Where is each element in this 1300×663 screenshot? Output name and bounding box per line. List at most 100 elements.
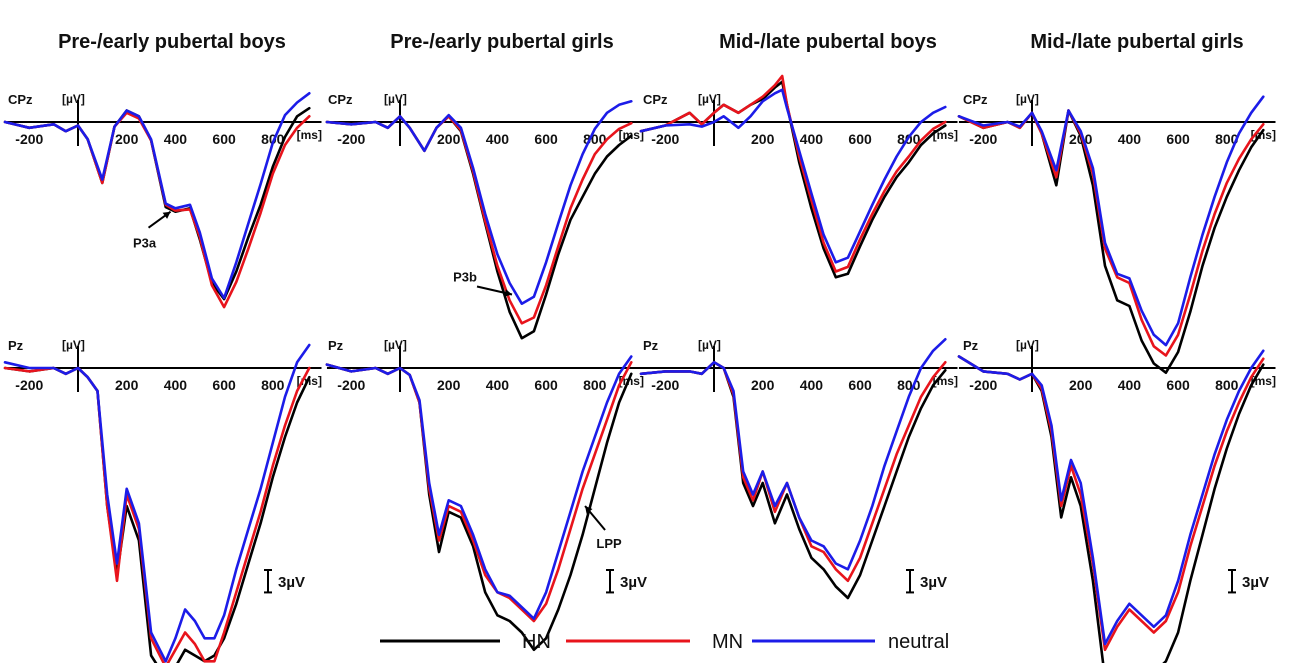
y-unit-label: [µV] bbox=[698, 92, 721, 106]
x-tick-label: 600 bbox=[1166, 377, 1190, 393]
x-tick-label: 800 bbox=[583, 377, 607, 393]
x-tick-label: 400 bbox=[164, 131, 188, 147]
y-unit-label: [µV] bbox=[1016, 338, 1039, 352]
y-unit-label: [µV] bbox=[1016, 92, 1039, 106]
column-title: Mid-/late pubertal girls bbox=[1030, 31, 1243, 53]
trace-neutral bbox=[3, 92, 311, 300]
scale-bar-label: 3µV bbox=[278, 574, 305, 591]
annotation-label: P3b bbox=[453, 270, 477, 285]
trace-neutral bbox=[639, 88, 947, 264]
channel-label: CPz bbox=[8, 92, 33, 107]
x-tick-label: 800 bbox=[261, 377, 285, 393]
annotation-arrowhead bbox=[504, 289, 513, 297]
x-tick-label: 600 bbox=[1166, 131, 1190, 147]
x-tick-label: 400 bbox=[164, 377, 188, 393]
channel-label: CPz bbox=[963, 92, 988, 107]
erp-panel-pz-3: Pz [µV]-200 200 400 600 800 [ms]3µV bbox=[639, 338, 958, 600]
trace-neutral bbox=[639, 338, 947, 571]
x-tick-label: 200 bbox=[751, 377, 775, 393]
trace-neutral bbox=[325, 100, 633, 305]
channel-label: CPz bbox=[643, 92, 668, 107]
x-tick-label: -200 bbox=[651, 131, 679, 147]
trace-neutral bbox=[957, 349, 1265, 646]
x-tick-label: 200 bbox=[1069, 377, 1093, 393]
erp-panel-cpz-3: CPz [µV]-200 200 400 600 800 [ms] bbox=[639, 74, 958, 279]
trace-mn bbox=[325, 361, 633, 623]
annotation-arrowhead bbox=[162, 211, 171, 219]
x-tick-label: -200 bbox=[337, 131, 365, 147]
annotation-arrowhead bbox=[585, 506, 593, 514]
channel-label: CPz bbox=[328, 92, 353, 107]
x-tick-label: -200 bbox=[15, 377, 43, 393]
legend-label-hn: HN bbox=[522, 631, 551, 653]
x-tick-label: -200 bbox=[337, 377, 365, 393]
x-unit-label: [ms] bbox=[619, 374, 644, 388]
erp-panel-pz-4: Pz [µV]-200 200 400 600 800 [ms]3µV bbox=[957, 338, 1276, 663]
trace-hn bbox=[3, 366, 311, 663]
trace-neutral bbox=[3, 343, 311, 663]
erp-panel-cpz-2: CPz [µV]-200 200 400 600 800 [ms]P3b bbox=[325, 92, 644, 340]
legend-label-mn: MN bbox=[712, 631, 743, 653]
annotation-label: P3a bbox=[133, 236, 157, 251]
legend-label-neutral: neutral bbox=[888, 631, 949, 653]
annotation-label: LPP bbox=[596, 536, 622, 551]
x-tick-label: 400 bbox=[800, 377, 824, 393]
column-title: Mid-/late pubertal boys bbox=[719, 31, 937, 53]
x-tick-label: 800 bbox=[261, 131, 285, 147]
x-tick-label: 200 bbox=[115, 131, 139, 147]
trace-hn bbox=[957, 355, 1265, 663]
column-title: Pre-/early pubertal boys bbox=[58, 31, 286, 53]
x-tick-label: -200 bbox=[15, 131, 43, 147]
trace-mn bbox=[957, 355, 1265, 652]
x-tick-label: 400 bbox=[1118, 377, 1142, 393]
x-tick-label: 400 bbox=[800, 131, 824, 147]
x-tick-label: 200 bbox=[115, 377, 139, 393]
x-unit-label: [ms] bbox=[297, 128, 322, 142]
x-tick-label: 200 bbox=[751, 131, 775, 147]
column-title: Pre-/early pubertal girls bbox=[390, 31, 613, 53]
erp-panel-cpz-1: CPz [µV] -200 200 400 600 800 [ms] P3a bbox=[3, 92, 322, 309]
x-tick-label: 200 bbox=[437, 377, 461, 393]
erp-panel-cpz-4: CPz [µV]-200 200 400 600 800 [ms] bbox=[957, 92, 1276, 374]
x-tick-label: 800 bbox=[1215, 377, 1239, 393]
x-tick-label: 600 bbox=[848, 131, 872, 147]
x-tick-label: 400 bbox=[486, 131, 510, 147]
scale-bar-label: 3µV bbox=[620, 574, 647, 591]
x-tick-label: 600 bbox=[848, 377, 872, 393]
channel-label: Pz bbox=[328, 338, 344, 353]
x-tick-label: -200 bbox=[969, 377, 997, 393]
x-unit-label: [ms] bbox=[933, 128, 958, 142]
scale-bar-label: 3µV bbox=[1242, 574, 1269, 591]
trace-neutral bbox=[957, 95, 1265, 347]
x-tick-label: 600 bbox=[534, 377, 558, 393]
y-unit-label: [µV] bbox=[62, 92, 85, 106]
erp-panel-pz-2: Pz [µV] -200 200 400 600 800 [ms] LPP 3µV bbox=[325, 338, 647, 652]
x-tick-label: 600 bbox=[212, 377, 236, 393]
y-unit-label: [µV] bbox=[62, 338, 85, 352]
erp-panel-pz-1: Pz [µV]-200 200 400 600 800 [ms]3µV bbox=[3, 338, 322, 663]
x-tick-label: 400 bbox=[486, 377, 510, 393]
y-unit-label: [µV] bbox=[698, 338, 721, 352]
scale-bar-label: 3µV bbox=[920, 574, 947, 591]
trace-neutral bbox=[325, 355, 633, 620]
trace-mn bbox=[639, 361, 947, 583]
x-tick-label: -200 bbox=[969, 131, 997, 147]
legend: HN MN neutral bbox=[380, 631, 949, 653]
channel-label: Pz bbox=[643, 338, 659, 353]
x-tick-label: 600 bbox=[212, 131, 236, 147]
x-tick-label: 800 bbox=[1215, 131, 1239, 147]
x-tick-label: -200 bbox=[651, 377, 679, 393]
y-unit-label: [µV] bbox=[384, 338, 407, 352]
trace-mn bbox=[957, 109, 1265, 357]
trace-mn bbox=[639, 74, 947, 273]
trace-hn bbox=[639, 361, 947, 600]
y-unit-label: [µV] bbox=[384, 92, 407, 106]
x-tick-label: 400 bbox=[1118, 131, 1142, 147]
x-tick-label: 600 bbox=[534, 131, 558, 147]
x-tick-label: 200 bbox=[437, 131, 461, 147]
channel-label: Pz bbox=[963, 338, 979, 353]
trace-hn bbox=[957, 109, 1265, 374]
trace-hn bbox=[639, 80, 947, 279]
channel-label: Pz bbox=[8, 338, 24, 353]
